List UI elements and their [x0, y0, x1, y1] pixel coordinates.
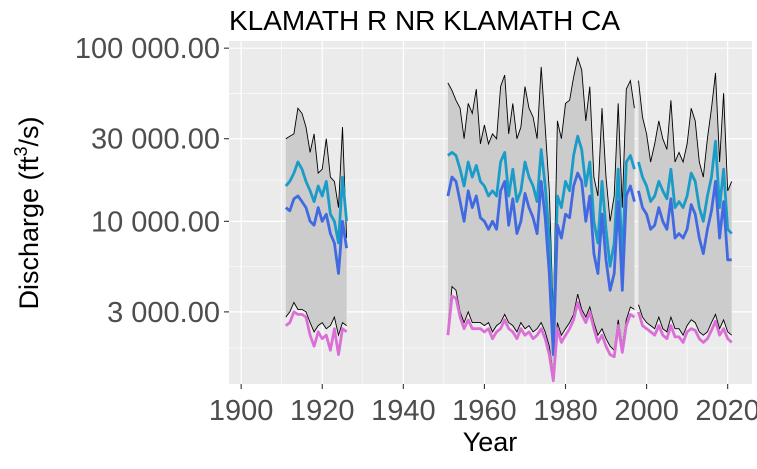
x-axis-title: Year	[463, 427, 518, 457]
band-min-line	[638, 304, 732, 337]
band-max-line	[447, 56, 635, 318]
upper-series-line	[637, 139, 733, 235]
band-min-line	[447, 285, 635, 375]
upper-series-line	[447, 134, 636, 348]
middle-series-line	[637, 179, 732, 262]
x-tick-label: 2020	[695, 395, 757, 427]
y-tick-label: 10 000.00	[91, 206, 220, 238]
y-axis: 3 000.00 10 000.00 30 000.00 100 000.00	[75, 33, 229, 329]
y-axis-title: Discharge (ft3/s)	[11, 116, 44, 309]
y-axis-title-main: Discharge (ft	[14, 156, 44, 310]
y-axis-title-superscript: 3	[11, 146, 31, 156]
lower-series-line	[637, 311, 733, 344]
band-min-line	[285, 301, 347, 337]
upper-series-line	[284, 160, 348, 245]
x-tick-label: 1940	[371, 395, 436, 427]
x-axis: 1900 1920 1940 1960 1980 2000 2020	[209, 384, 757, 427]
y-tick-label: 30 000.00	[91, 124, 220, 156]
x-tick-label: 1900	[209, 395, 274, 427]
range-band	[447, 57, 635, 375]
band-max-line	[285, 107, 348, 239]
x-tick-label: 1920	[290, 395, 355, 427]
lower-series-line	[446, 294, 636, 383]
middle-series-line	[446, 171, 636, 357]
band-max-line	[638, 72, 733, 191]
series-lines	[284, 134, 733, 383]
y-tick-label: 3 000.00	[107, 297, 220, 329]
y-axis-title-tail: /s)	[14, 116, 44, 146]
lower-series-line	[284, 310, 348, 357]
x-tick-label: 1980	[533, 395, 598, 427]
x-tick-label: 2000	[614, 395, 679, 427]
chart-title: KLAMATH R NR KLAMATH CA	[229, 5, 620, 36]
y-tick-label: 100 000.00	[75, 33, 220, 65]
middle-series-line	[284, 194, 348, 275]
x-tick-label: 1960	[452, 395, 517, 427]
